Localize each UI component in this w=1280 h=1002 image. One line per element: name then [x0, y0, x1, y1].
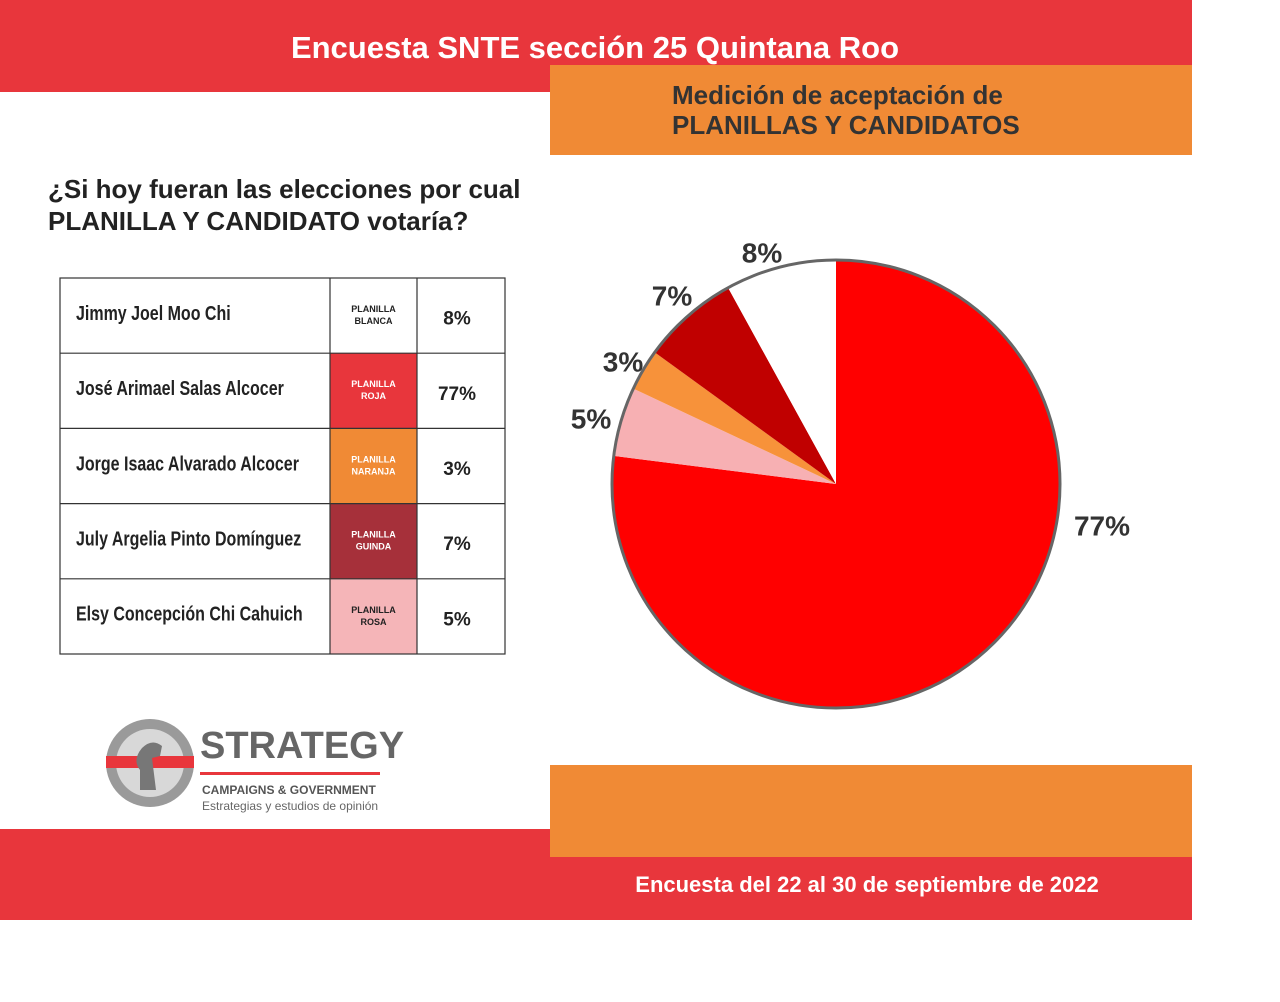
planilla-label: ROJA — [361, 391, 387, 401]
question: PLANILLA Y CANDIDATO votaría? — [48, 206, 468, 236]
percent: 3% — [443, 459, 471, 480]
footer: Encuesta del 22 al 30 de septiembre de 2… — [635, 872, 1098, 897]
planilla-cell — [330, 503, 417, 579]
logo-name: STRATEGY — [200, 725, 404, 767]
planilla-label: PLANILLA — [351, 605, 396, 615]
percent: 5% — [443, 609, 471, 630]
percent: 77% — [438, 384, 476, 405]
table: Jimmy Joel Moo Chi PLANILLA BLANCA 8% José A… — [59, 277, 506, 655]
candidate-name: July Argelia Pinto Domínguez — [76, 528, 301, 550]
pie-slice — [633, 352, 836, 484]
logo-rule — [200, 772, 380, 775]
slice-label: 7% — [652, 280, 693, 311]
planilla-label: BLANCA — [355, 316, 393, 326]
pie-slice — [654, 287, 836, 484]
subtitle-box — [550, 65, 1192, 155]
planilla-cell — [330, 428, 417, 504]
pie-chart: 77% 5% 3% 7% 8% — [571, 237, 1130, 710]
pie-slice — [613, 388, 836, 484]
footer-box — [550, 765, 1192, 857]
planilla-label: GUINDA — [356, 542, 392, 552]
title: Encuesta SNTE sección 25 Quintana Roo — [291, 30, 899, 65]
pie-outline — [610, 258, 1062, 710]
percent: 8% — [443, 309, 471, 330]
percent: 7% — [443, 534, 471, 555]
candidate-name: Elsy Concepción Chi Cahuich — [76, 604, 303, 626]
table-border — [59, 277, 506, 655]
planilla-label: PLANILLA — [351, 379, 396, 389]
planilla-cell — [330, 578, 417, 654]
logo-description: Estrategias y estudios de opinión — [202, 799, 378, 813]
subtitle: PLANILLAS Y CANDIDATOS — [672, 110, 1020, 140]
slice-label: 5% — [571, 403, 612, 434]
planilla-cell — [330, 278, 417, 354]
candidate-name: José Arimael Salas Alcocer — [76, 378, 284, 400]
planilla-label: ROSA — [360, 617, 387, 627]
planilla-label: PLANILLA — [351, 304, 396, 314]
planilla-label: PLANILLA — [351, 530, 396, 540]
logo-tagline: CAMPAIGNS & GOVERNMENT — [202, 783, 376, 797]
planilla-label: NARANJA — [351, 466, 396, 476]
pie-slice — [728, 260, 836, 484]
candidate-name: Jorge Isaac Alvarado Alcocer — [76, 453, 299, 475]
logo: STRATEGY CAMPAIGNS & GOVERNMENT Estrateg… — [106, 719, 404, 813]
slice-label: 8% — [742, 237, 783, 268]
slice-label: 3% — [603, 346, 644, 377]
logo-knight — [136, 742, 162, 790]
slice-label: 77% — [1074, 510, 1130, 541]
candidate-name: Jimmy Joel Moo Chi — [76, 303, 231, 325]
planilla-cell — [330, 353, 417, 429]
question: ¿Si hoy fueran las elecciones por cual — [48, 174, 521, 204]
planilla-label: PLANILLA — [351, 454, 396, 464]
subtitle: Medición de aceptación de — [672, 80, 1003, 110]
